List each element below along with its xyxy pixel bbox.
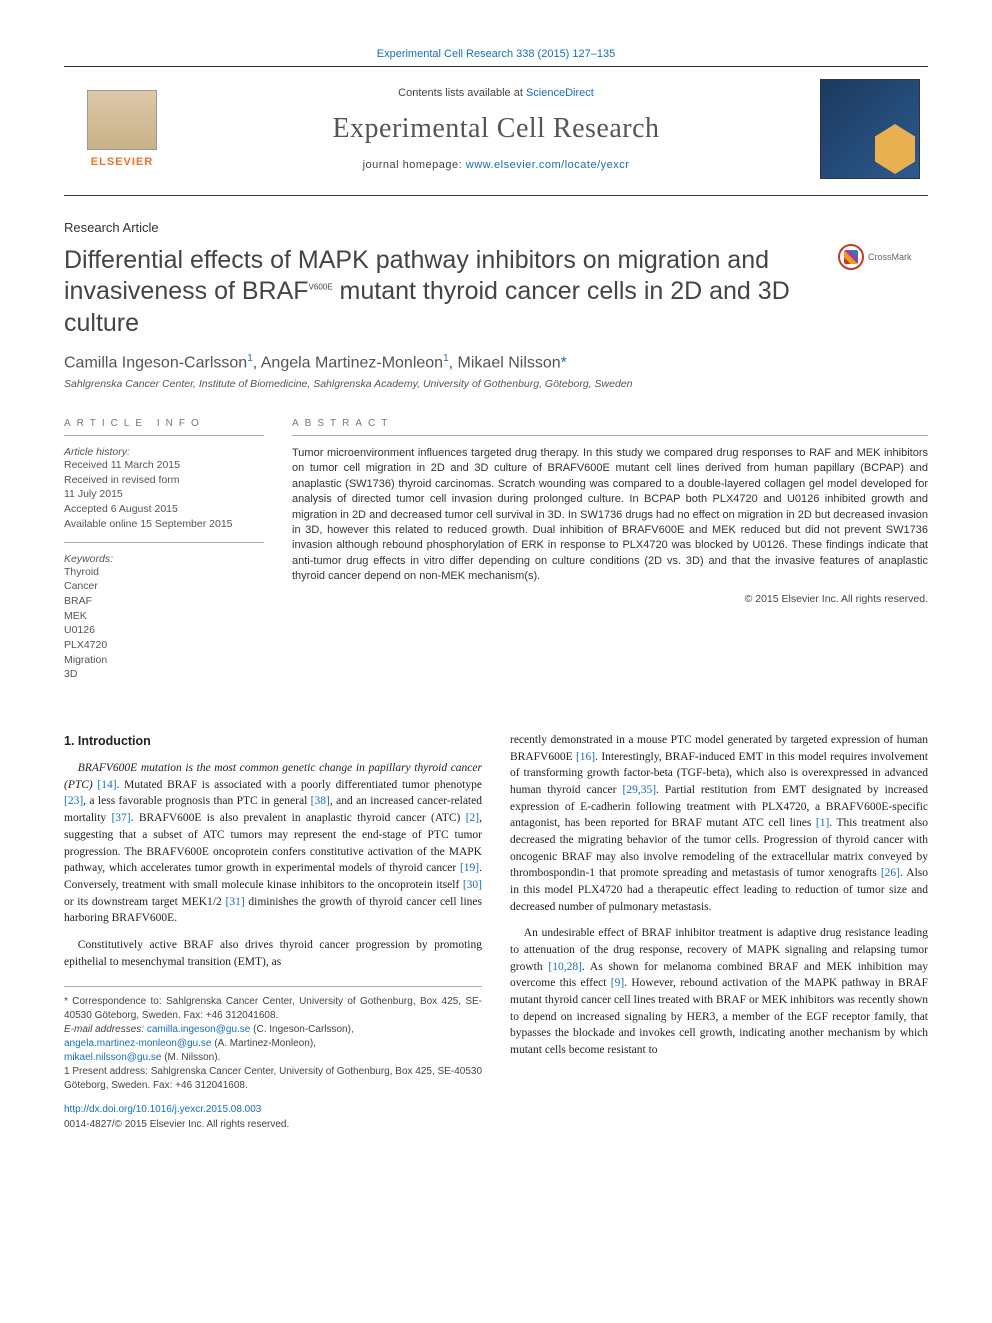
- present-address-footnote: 1 Present address: Sahlgrenska Cancer Ce…: [64, 1065, 482, 1093]
- homepage-link[interactable]: www.elsevier.com/locate/yexcr: [466, 159, 630, 171]
- article-type: Research Article: [64, 220, 928, 235]
- body-right-column: recently demonstrated in a mouse PTC mod…: [510, 732, 928, 1132]
- history-revised-date: 11 July 2015: [64, 487, 264, 502]
- intro-p2: Constitutively active BRAF also drives t…: [64, 937, 482, 970]
- intro-p1: BRAFV600E mutation is the most common ge…: [64, 760, 482, 927]
- citation-link[interactable]: [37]: [111, 812, 130, 824]
- journal-homepage: journal homepage: www.elsevier.com/locat…: [172, 159, 820, 171]
- doi-block: http://dx.doi.org/10.1016/j.yexcr.2015.0…: [64, 1103, 482, 1132]
- citation-link[interactable]: [30]: [463, 879, 482, 891]
- keyword: MEK: [64, 609, 264, 624]
- keywords-label: Keywords:: [64, 553, 264, 565]
- body-left-column: 1. Introduction BRAFV600E mutation is th…: [64, 732, 482, 1132]
- keyword: Cancer: [64, 579, 264, 594]
- doi-link[interactable]: http://dx.doi.org/10.1016/j.yexcr.2015.0…: [64, 1104, 261, 1115]
- email-footnote: E-mail addresses: camilla.ingeson@gu.se …: [64, 1023, 482, 1037]
- citation-link[interactable]: [16]: [576, 751, 595, 763]
- masthead: ELSEVIER Contents lists available at Sci…: [64, 66, 928, 196]
- crossmark-label: CrossMark: [868, 252, 912, 262]
- contents-available: Contents lists available at ScienceDirec…: [172, 87, 820, 99]
- intro-p3: recently demonstrated in a mouse PTC mod…: [510, 732, 928, 915]
- affiliation: Sahlgrenska Cancer Center, Institute of …: [64, 378, 928, 390]
- citation-link[interactable]: [29,35]: [622, 784, 656, 796]
- section-heading-intro: 1. Introduction: [64, 732, 482, 750]
- keyword: Thyroid: [64, 565, 264, 580]
- citation-link[interactable]: [14]: [97, 779, 116, 791]
- keyword: U0126: [64, 623, 264, 638]
- journal-name: Experimental Cell Research: [172, 113, 820, 145]
- footnotes: * Correspondence to: Sahlgrenska Cancer …: [64, 986, 482, 1093]
- header-journal-pages: Experimental Cell Research 338 (2015) 12…: [64, 48, 928, 60]
- intro-p4: An undesirable effect of BRAF inhibitor …: [510, 925, 928, 1058]
- email-link[interactable]: camilla.ingeson@gu.se: [147, 1024, 251, 1035]
- history-received: Received 11 March 2015: [64, 458, 264, 473]
- elsevier-logo-icon: [87, 90, 157, 150]
- email-link[interactable]: angela.martinez-monleon@gu.se: [64, 1038, 211, 1049]
- abstract-copyright: © 2015 Elsevier Inc. All rights reserved…: [292, 593, 928, 605]
- citation-link[interactable]: [1]: [816, 817, 829, 829]
- crossmark-badge[interactable]: CrossMark: [838, 243, 928, 271]
- issn-copyright: 0014-4827/© 2015 Elsevier Inc. All right…: [64, 1118, 482, 1133]
- authors: Camilla Ingeson-Carlsson1, Angela Martin…: [64, 353, 928, 372]
- citation-link[interactable]: [38]: [311, 795, 330, 807]
- masthead-left: ELSEVIER: [72, 79, 172, 179]
- citation-link[interactable]: [2]: [466, 812, 479, 824]
- journal-cover-icon: [820, 79, 920, 179]
- keyword: BRAF: [64, 594, 264, 609]
- citation-link[interactable]: [31]: [225, 896, 244, 908]
- abstract-heading: ABSTRACT: [292, 418, 928, 436]
- elsevier-text: ELSEVIER: [91, 156, 153, 168]
- article-title: Differential effects of MAPK pathway inh…: [64, 245, 838, 339]
- article-info-column: ARTICLE INFO Article history: Received 1…: [64, 418, 264, 702]
- citation-link[interactable]: [19]: [460, 862, 479, 874]
- article-info-heading: ARTICLE INFO: [64, 418, 264, 436]
- sciencedirect-link[interactable]: ScienceDirect: [526, 87, 594, 99]
- citation-link[interactable]: [9]: [611, 977, 624, 989]
- masthead-center: Contents lists available at ScienceDirec…: [172, 87, 820, 171]
- history-accepted: Accepted 6 August 2015: [64, 502, 264, 517]
- correspondence-footnote: * Correspondence to: Sahlgrenska Cancer …: [64, 995, 482, 1023]
- journal-pages-link[interactable]: Experimental Cell Research 338 (2015) 12…: [377, 48, 615, 60]
- history-label: Article history:: [64, 446, 264, 458]
- keyword: PLX4720: [64, 638, 264, 653]
- email-link[interactable]: mikael.nilsson@gu.se: [64, 1052, 161, 1063]
- crossmark-icon: [838, 244, 864, 270]
- keyword: Migration: [64, 653, 264, 668]
- citation-link[interactable]: [26]: [881, 867, 900, 879]
- abstract-text: Tumor microenvironment influences target…: [292, 446, 928, 585]
- abstract-column: ABSTRACT Tumor microenvironment influenc…: [292, 418, 928, 702]
- keyword: 3D: [64, 667, 264, 682]
- history-online: Available online 15 September 2015: [64, 517, 264, 532]
- citation-link[interactable]: [10,28]: [548, 961, 582, 973]
- citation-link[interactable]: [23]: [64, 795, 83, 807]
- history-revised: Received in revised form: [64, 473, 264, 488]
